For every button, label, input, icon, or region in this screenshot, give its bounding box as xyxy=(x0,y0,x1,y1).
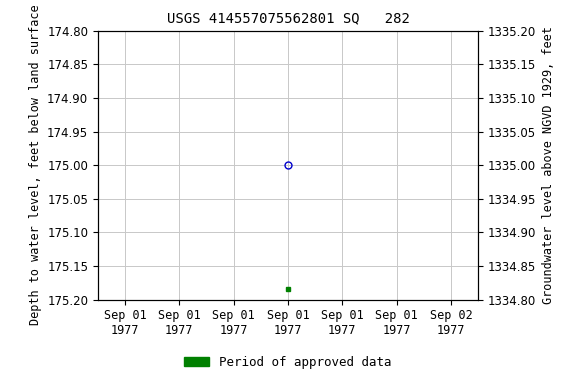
Legend: Period of approved data: Period of approved data xyxy=(179,351,397,374)
Title: USGS 414557075562801 SQ   282: USGS 414557075562801 SQ 282 xyxy=(166,12,410,25)
Y-axis label: Depth to water level, feet below land surface: Depth to water level, feet below land su… xyxy=(29,5,41,325)
Y-axis label: Groundwater level above NGVD 1929, feet: Groundwater level above NGVD 1929, feet xyxy=(542,26,555,304)
